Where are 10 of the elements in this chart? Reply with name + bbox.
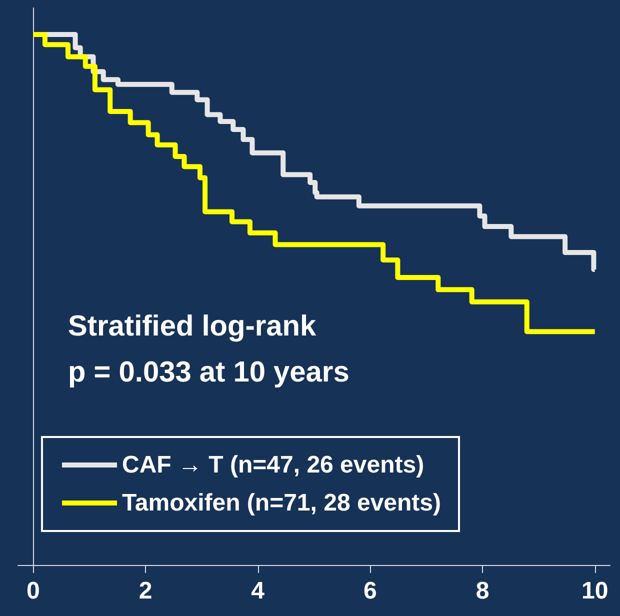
x-tick-label: 8: [476, 578, 490, 604]
annotation: Stratified log-rank: [68, 310, 318, 342]
x-tick-label: 6: [363, 578, 377, 604]
x-tick-label: 10: [581, 578, 608, 604]
legend-label: Tamoxifen (n=71, 28 events): [122, 490, 442, 516]
x-tick-label: 0: [26, 578, 40, 604]
x-tick-label: 4: [251, 578, 266, 604]
x-tick-label: 2: [138, 578, 152, 604]
annotation: p = 0.033 at 10 years: [68, 356, 350, 388]
legend-label: CAF → T (n=47, 26 events): [122, 452, 424, 478]
